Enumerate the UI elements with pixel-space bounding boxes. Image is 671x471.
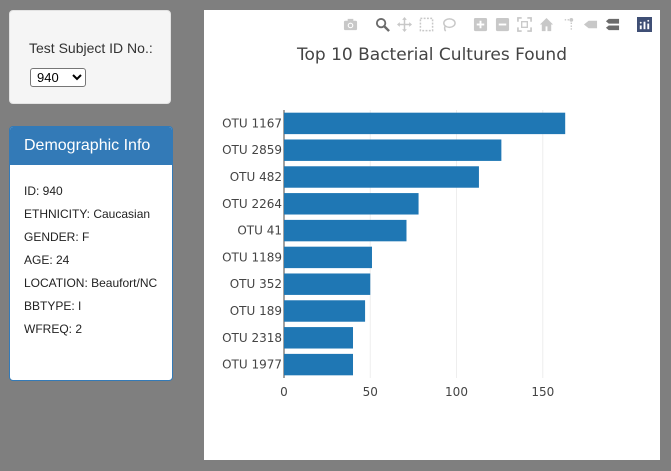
subject-selector-panel: Test Subject ID No.: 940	[9, 10, 171, 104]
autoscale-icon[interactable]	[514, 14, 534, 34]
demo-id: ID: 940	[24, 184, 63, 198]
x-tick-label: 100	[445, 385, 468, 399]
subject-selector-label: Test Subject ID No.:	[29, 40, 153, 56]
demo-bbtype: BBTYPE: I	[24, 299, 82, 313]
chart-title: Top 10 Bacterial Cultures Found	[296, 45, 567, 65]
bar[interactable]	[284, 246, 372, 269]
y-tick-label: OTU 2859	[222, 143, 282, 157]
bar[interactable]	[284, 300, 366, 322]
pan-icon[interactable]	[394, 14, 414, 34]
y-tick-label: OTU 2264	[222, 197, 282, 211]
bar-chart: 0 50 100 150 OTU 1167 OTU 2859 OTU 482 OTU 2264…	[222, 45, 567, 399]
y-tick-label: OTU 352	[230, 277, 282, 291]
bar[interactable]	[284, 139, 502, 161]
bar[interactable]	[284, 327, 354, 349]
bar[interactable]	[284, 193, 419, 215]
demographic-heading: Demographic Info	[10, 127, 172, 165]
bar[interactable]	[284, 273, 371, 295]
bar[interactable]	[284, 219, 407, 242]
demo-gender: GENDER: F	[24, 230, 90, 244]
x-tick-label: 150	[531, 385, 554, 399]
zoom-out-icon[interactable]	[492, 14, 512, 34]
hover-compare-icon[interactable]	[602, 14, 622, 34]
demo-wfreq: WFREQ: 2	[24, 322, 83, 336]
x-tick-label: 50	[363, 385, 378, 399]
y-tick-label: OTU 41	[237, 224, 282, 238]
bar[interactable]	[284, 353, 354, 376]
zoom-icon[interactable]	[372, 14, 392, 34]
demographic-panel: Demographic Info ID: 940 ETHNICITY: Cauc…	[9, 126, 173, 381]
x-tick-label: 0	[280, 385, 288, 399]
subject-id-select[interactable]: 940	[30, 68, 86, 87]
plotly-logo-icon[interactable]	[634, 14, 654, 34]
plot-modebar	[338, 14, 654, 34]
hover-closest-icon[interactable]	[580, 14, 600, 34]
bar[interactable]	[284, 166, 479, 188]
reset-axes-icon[interactable]	[536, 14, 556, 34]
lasso-select-icon[interactable]	[438, 14, 458, 34]
bar[interactable]	[284, 112, 566, 135]
camera-icon[interactable]	[340, 14, 360, 34]
y-tick-label: OTU 1167	[222, 116, 282, 130]
y-tick-label: OTU 1977	[222, 358, 282, 372]
y-tick-label: OTU 1189	[222, 250, 282, 264]
demo-location: LOCATION: Beaufort/NC	[24, 276, 158, 290]
demo-age: AGE: 24	[24, 253, 70, 267]
y-tick-label: OTU 482	[230, 170, 282, 184]
demographic-body: ID: 940 ETHNICITY: Caucasian GENDER: F A…	[10, 165, 172, 336]
y-tick-label: OTU 189	[230, 304, 282, 318]
demo-ethnicity: ETHNICITY: Caucasian	[24, 207, 151, 221]
box-select-icon[interactable]	[416, 14, 436, 34]
zoom-in-icon[interactable]	[470, 14, 490, 34]
bar-chart-panel: 0 50 100 150 OTU 1167 OTU 2859 OTU 482 OTU 2264…	[204, 10, 660, 460]
spike-lines-icon[interactable]	[558, 14, 578, 34]
y-tick-label: OTU 2318	[222, 331, 282, 345]
